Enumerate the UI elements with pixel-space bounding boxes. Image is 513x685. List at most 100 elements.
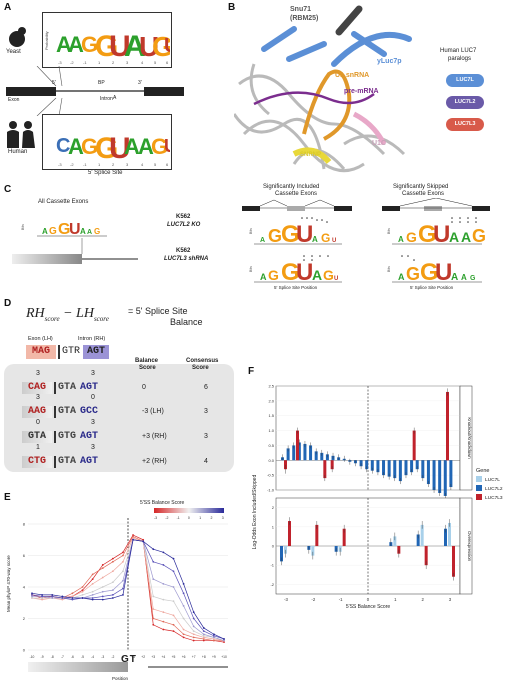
svg-text:A: A (398, 272, 405, 282)
skipped-schematic (382, 198, 490, 211)
e-point (122, 554, 124, 557)
svg-text:1: 1 (98, 162, 101, 167)
svg-text:A: A (312, 267, 322, 283)
f-bar (365, 460, 369, 470)
svg-text:A: A (449, 229, 459, 245)
f-bar (449, 460, 453, 488)
f-facet-strip (459, 497, 473, 595)
e-point (61, 595, 64, 598)
splice-site-label: 5' Splice Site (88, 170, 123, 176)
f-bar (382, 460, 386, 476)
log-odds-bar-chart: Log-Odds Exon Included/Skipped 5'SS Balan… (252, 384, 503, 611)
e-point (101, 595, 104, 598)
e-xtick: +7 (192, 655, 196, 659)
e-point (192, 636, 195, 639)
e-point (172, 586, 175, 588)
e-series-line (32, 539, 225, 641)
e-ytick: 2 (23, 616, 26, 621)
included-label-1: Significantly Included (263, 184, 320, 190)
f-bar (280, 546, 283, 562)
rh-score: 0 (91, 394, 95, 401)
human-logo-C: C (56, 135, 70, 157)
e-series-line (31, 537, 225, 641)
svg-text:6: 6 (166, 162, 169, 167)
f-xtick: -2 (311, 597, 315, 602)
e-point (41, 598, 44, 601)
paralogs-title: Human LUC7 (440, 48, 477, 54)
e-point (212, 633, 215, 636)
f-legend-swatch (476, 494, 482, 500)
e-point (122, 579, 124, 582)
f-facet-label: Overexpression (467, 531, 472, 562)
panel-a-letter: A (4, 2, 12, 13)
e-point (152, 608, 155, 610)
f-bar (314, 451, 318, 461)
f-legend-label: LUC7L (485, 477, 500, 483)
e-point (202, 636, 205, 639)
e-point (122, 587, 124, 590)
e-point (91, 573, 94, 576)
yeast-logo-G3: G (152, 31, 170, 62)
rbm25-label: (RBM25) (290, 15, 319, 22)
f-ylabel: Log-Odds Exon Included/Skipped (252, 475, 258, 550)
e-point (182, 617, 185, 620)
svg-text:Bits: Bits (387, 266, 391, 272)
e-point (152, 595, 155, 598)
svg-text:G: G (321, 231, 330, 245)
f-legend-label: LUC7L2 (485, 486, 503, 492)
svg-text:G: G (268, 267, 279, 283)
f-bar (315, 524, 319, 546)
balance-row: 0 3 GTA GTG AGT +3 (RH) 3 (6, 419, 232, 447)
e-point (101, 590, 104, 593)
e-point (111, 597, 114, 599)
f-legend-swatch (476, 485, 482, 491)
e-xtick: +6 (182, 655, 186, 659)
e-point (101, 598, 104, 601)
f-ytick: -1.0 (267, 488, 275, 493)
all-bits-label: Bits (21, 224, 25, 230)
svg-text:A: A (87, 229, 92, 236)
e-point (192, 625, 195, 628)
e-series-line (31, 539, 225, 640)
intron-label: Intron (100, 96, 113, 102)
formula-eq2: Balance (170, 317, 203, 327)
f-xtick: -1 (339, 597, 343, 602)
e-legend-title: 5'SS Balance Score (140, 500, 185, 506)
e-point (172, 570, 175, 573)
f-ytick: 1 (272, 524, 275, 529)
balance-row: 3 0 AAG GTA GCC -3 (LH) 3 (6, 394, 232, 422)
human-label: Human (8, 149, 28, 155)
e-legend-tick: -3 (154, 516, 157, 520)
luc7l2-pill: LUC7L2 (446, 96, 484, 109)
e-xtick: +3 (151, 655, 155, 659)
e-legend-tick: -1 (177, 516, 180, 520)
u1c-label: U1C (372, 140, 387, 147)
e-point (182, 636, 185, 639)
e-xtick: +10 (221, 655, 227, 659)
bp-label: BP (98, 80, 105, 86)
e-ytick: 4 (23, 585, 26, 590)
e-point (182, 582, 185, 585)
f-bar (452, 546, 455, 577)
e-point (91, 578, 94, 581)
e-point (91, 597, 94, 599)
e-legend-tick: -2 (165, 516, 168, 520)
header-gt-seq: GTR (62, 346, 81, 357)
yeast-seq-logo: A A G G U A U G U -3 -2 -1 1 2 3 4 5 6 (56, 30, 170, 65)
f-bar (415, 460, 419, 470)
gt-seq: GTA (58, 456, 77, 467)
e-legend-tick: 3 (222, 516, 224, 520)
exon-seq: AAG (22, 406, 52, 418)
skipped-label-2: Cassette Exons (402, 191, 445, 197)
e-point (41, 595, 44, 598)
svg-text:U: U (433, 221, 450, 248)
svg-text:5: 5 (154, 60, 157, 65)
svg-text:A: A (451, 272, 458, 283)
e-xtick: -6 (71, 655, 74, 659)
f-bar (412, 430, 416, 461)
intron-seq: AGT (80, 431, 99, 442)
panel-b-letter: B (228, 2, 236, 13)
f-facet-label: Knockout/Knockdown (467, 417, 472, 459)
skipped-label-1: Significantly Skipped (393, 184, 449, 190)
